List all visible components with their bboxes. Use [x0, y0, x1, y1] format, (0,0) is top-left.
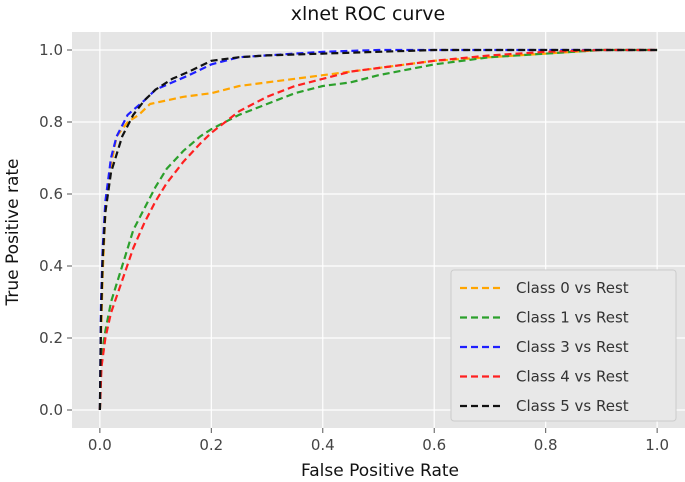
y-tick-label: 1.0 — [39, 41, 63, 59]
series-line-2 — [98, 48, 658, 411]
legend-label-4: Class 5 vs Rest — [516, 397, 629, 415]
x-tick-label: 0.8 — [534, 436, 558, 454]
series-line-1 — [98, 48, 658, 411]
y-tick-label: 0.2 — [39, 329, 63, 347]
legend-label-0: Class 0 vs Rest — [516, 279, 629, 297]
grid — [72, 32, 685, 428]
chart-title: xlnet ROC curve — [291, 3, 445, 25]
series-line-3 — [98, 48, 658, 411]
x-tick-label: 1.0 — [645, 436, 669, 454]
legend-box — [450, 269, 677, 422]
y-tick-label: 0.0 — [39, 401, 63, 419]
y-axis-label: True Positive rate — [3, 159, 23, 307]
y-tick-label: 0.4 — [39, 257, 63, 275]
legend-label-1: Class 1 vs Rest — [516, 309, 629, 327]
x-tick-label: 0.4 — [311, 436, 335, 454]
x-tick-label: 0.6 — [422, 436, 446, 454]
y-tick-label: 0.8 — [39, 113, 63, 131]
legend-label-2: Class 3 vs Rest — [516, 338, 629, 356]
y-ticks: 0.0 0.2 0.4 0.6 0.8 1.0 — [39, 41, 72, 419]
x-ticks: 0.0 0.2 0.4 0.6 0.8 1.0 — [88, 428, 669, 454]
series-line-4 — [98, 48, 658, 411]
legend: Class 0 vs Rest Class 1 vs Rest Class 3 vs… — [450, 269, 677, 422]
y-tick-label: 0.6 — [39, 185, 63, 203]
series-lines — [98, 48, 658, 411]
x-tick-label: 0.2 — [199, 436, 223, 454]
x-tick-label: 0.0 — [88, 436, 112, 454]
x-axis-label: False Positive Rate — [301, 461, 459, 481]
legend-label-3: Class 4 vs Rest — [516, 368, 629, 386]
